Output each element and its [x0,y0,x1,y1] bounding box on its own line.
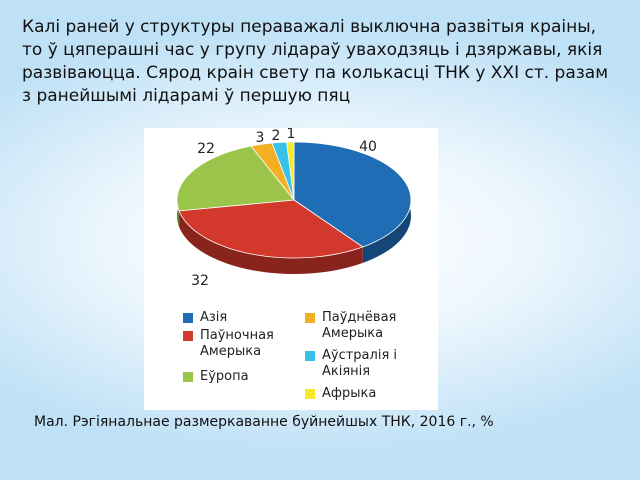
legend-swatch [183,372,193,382]
value-label: 1 [287,128,296,142]
value-label: 3 [256,130,265,146]
paragraph: Калі раней у структуры пераважалі выключ… [22,17,609,106]
slice-side [179,210,363,274]
legend-label: Аўстралія і Акіянія [322,348,398,379]
slice [286,141,295,201]
chart: 40 32 22 3 2 1 Азія Паўночная Амерыка Еўропа Паў… [144,126,438,410]
slice [176,145,295,212]
legend-label: Афрыка [322,386,377,401]
legend-swatch [183,331,193,341]
value-label: 32 [191,273,209,289]
value-label: 40 [359,139,377,155]
legend-swatch [305,313,315,323]
legend-label: Азія [200,310,228,325]
legend-swatch [183,313,193,323]
legend-swatch [305,389,315,399]
value-label: 2 [272,128,281,144]
legend-label: Паўночная Амерыка [200,328,274,359]
legend-label: Паўднёвая Амерыка [322,310,397,341]
legend-swatch [305,351,315,361]
value-label: 22 [197,141,215,157]
legend-label: Еўропа [200,369,249,384]
caption: Мал. Рэгіянальнае размеркаванне буйнейшы… [34,414,494,430]
slice [293,141,412,248]
slice [178,199,364,259]
